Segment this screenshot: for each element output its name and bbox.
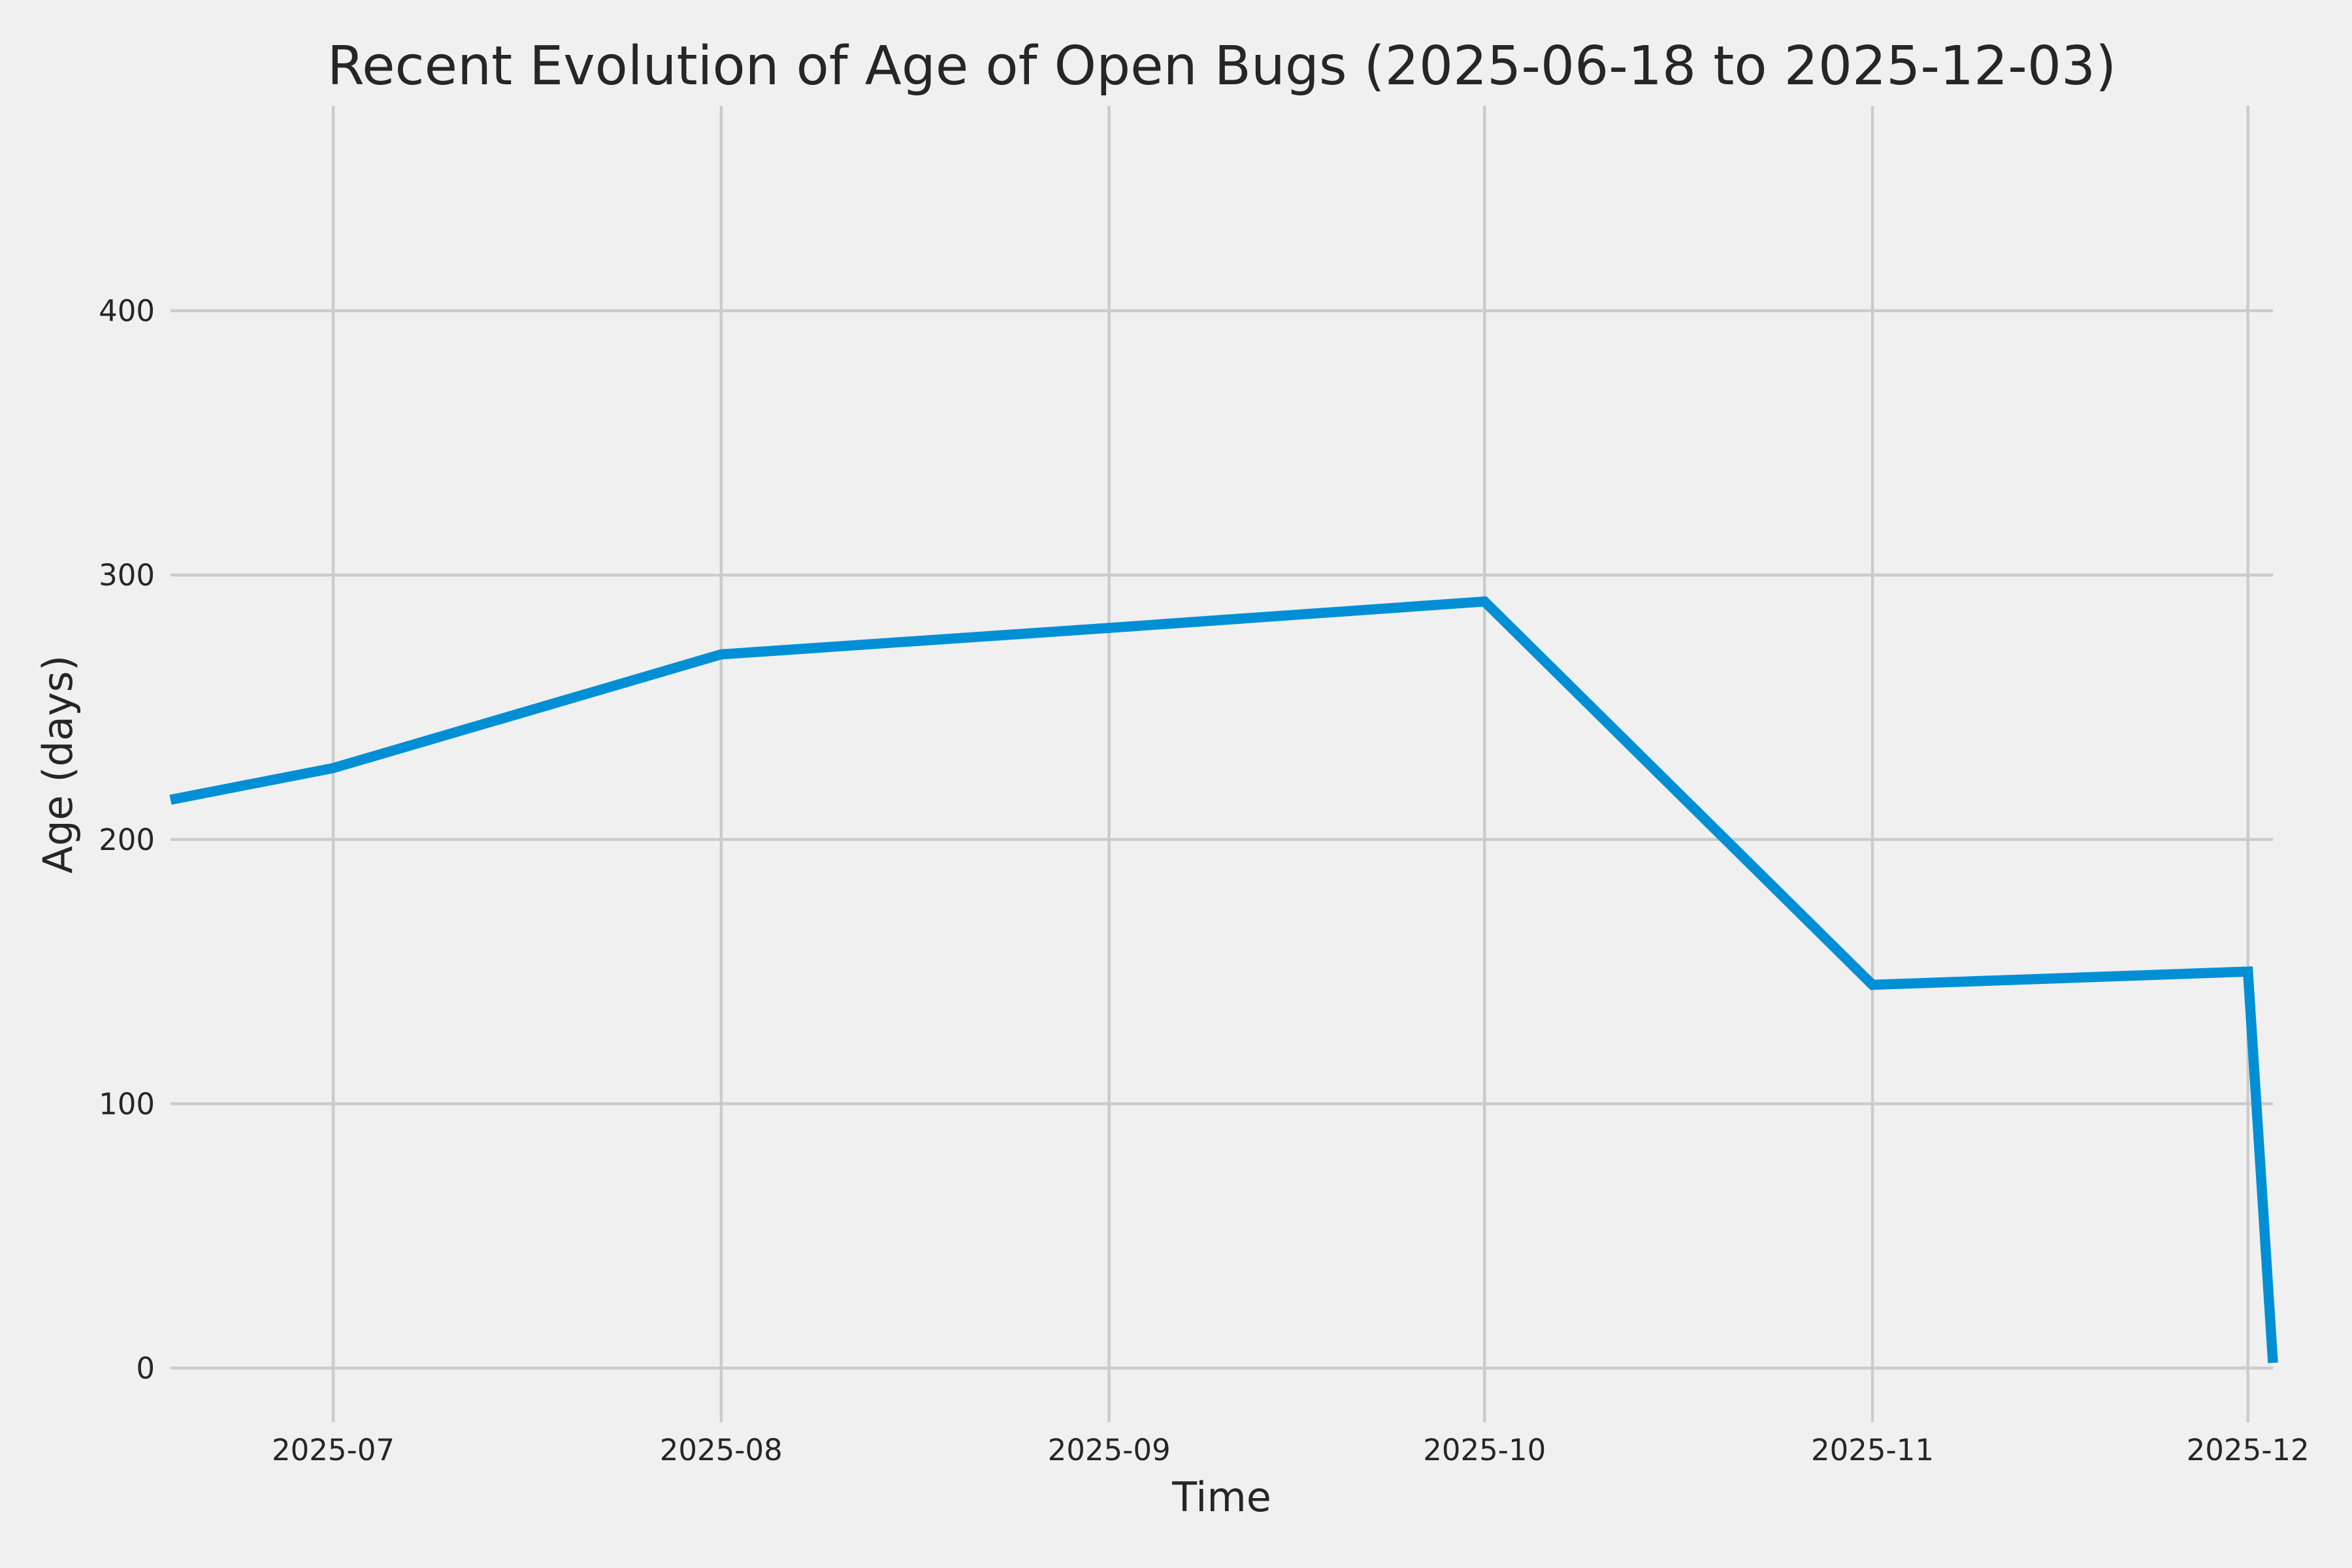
x-tick-label-2025-07: 2025-07	[272, 1433, 395, 1467]
x-tick-label-2025-08: 2025-08	[660, 1433, 783, 1467]
series-line-open-bugs-age	[169, 596, 2278, 1364]
x-tick-label-2025-12: 2025-12	[2187, 1433, 2310, 1467]
y-tick-label-100: 100	[99, 1086, 155, 1121]
horizontal-gridlines	[171, 309, 2273, 1370]
y-axis-tick-labels: 0 100 200 300 400	[99, 294, 155, 1386]
x-tick-label-2025-09: 2025-09	[1048, 1433, 1171, 1467]
y-tick-label-200: 200	[99, 823, 155, 857]
y-tick-label-0: 0	[136, 1351, 155, 1386]
y-axis-label: Age (days)	[34, 655, 82, 874]
y-tick-label-400: 400	[99, 294, 155, 329]
x-axis-label: Time	[1171, 1473, 1271, 1521]
y-tick-label-300: 300	[99, 558, 155, 593]
x-tick-label-2025-10: 2025-10	[1423, 1433, 1546, 1467]
x-tick-label-2025-11: 2025-11	[1811, 1433, 1934, 1467]
x-axis-tick-labels: 2025-07 2025-08 2025-09 2025-10 2025-11 2025-…	[272, 1433, 2310, 1467]
chart-title: Recent Evolution of Age of Open Bugs (20…	[327, 35, 2116, 97]
